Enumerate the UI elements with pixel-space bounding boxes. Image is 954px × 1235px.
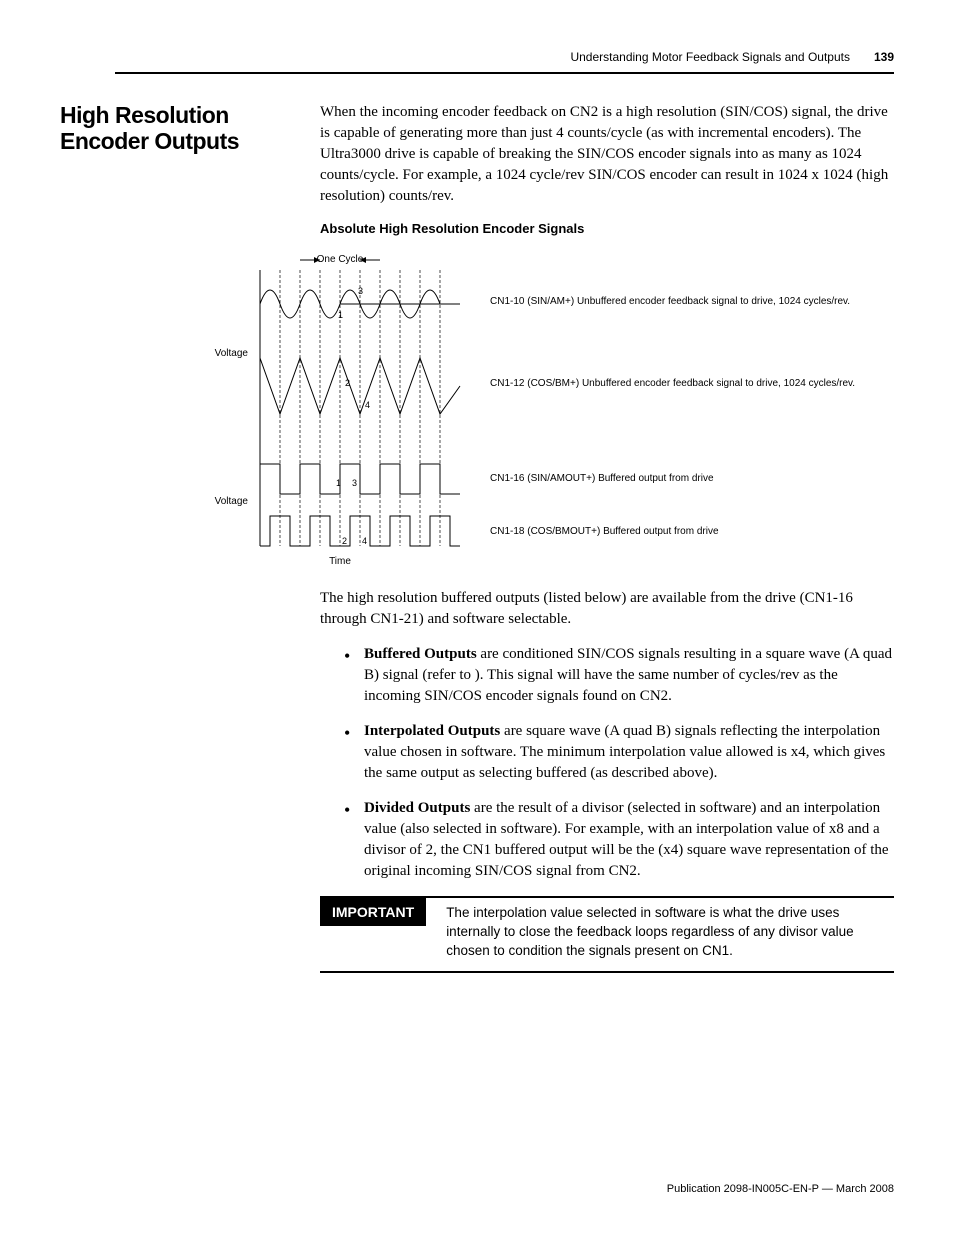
figure-caption: Absolute High Resolution Encoder Signals (320, 221, 894, 236)
mark-3b: 3 (352, 478, 357, 488)
publication-footer: Publication 2098-IN005C-EN-P — March 200… (667, 1183, 894, 1195)
bullet-buffered-lead: Buffered Outputs (364, 646, 477, 662)
page-header: Understanding Motor Feedback Signals and… (115, 50, 894, 74)
mark-1b: 1 (336, 478, 341, 488)
bullet-interpolated: Interpolated Outputs are square wave (A … (344, 721, 894, 784)
square-wave-a (260, 464, 460, 494)
important-text: The interpolation value selected in soft… (426, 898, 894, 971)
section-heading: High Resolution Encoder Outputs (60, 102, 290, 155)
signal-label-sin-out: CN1-16 (SIN/AMOUT+) Buffered output from… (490, 473, 714, 484)
mark-1: 1 (338, 310, 343, 320)
mark-4: 4 (365, 400, 370, 410)
after-figure-paragraph: The high resolution buffered outputs (li… (320, 588, 894, 630)
bullet-divided-lead: Divided Outputs (364, 800, 470, 816)
header-chapter: Understanding Motor Feedback Signals and… (570, 50, 850, 64)
mark-2: 2 (345, 378, 350, 388)
voltage-label-2: Voltage (215, 496, 249, 507)
intro-paragraph: When the incoming encoder feedback on CN… (320, 102, 894, 207)
signal-label-cos-out: CN1-18 (COS/BMOUT+) Buffered output from… (490, 526, 719, 537)
header-page-number: 139 (874, 50, 894, 64)
bullet-divided: Divided Outputs are the result of a divi… (344, 798, 894, 882)
figure-block: Absolute High Resolution Encoder Signals… (220, 221, 894, 566)
signal-label-sin-in: CN1-10 (SIN/AM+) Unbuffered encoder feed… (490, 296, 850, 307)
encoder-signals-diagram: One Cycle (190, 246, 870, 566)
bullet-buffered: Buffered Outputs are conditioned SIN/COS… (344, 644, 894, 707)
outputs-bullet-list: Buffered Outputs are conditioned SIN/COS… (320, 644, 894, 882)
important-label: IMPORTANT (320, 898, 426, 926)
one-cycle-label-1: One Cycle (317, 254, 364, 265)
mark-4b: 4 (362, 536, 367, 546)
important-callout: IMPORTANT The interpolation value select… (320, 896, 894, 973)
time-label: Time (329, 556, 351, 566)
bullet-interpolated-lead: Interpolated Outputs (364, 723, 500, 739)
signal-label-cos-in: CN1-12 (COS/BM+) Unbuffered encoder feed… (490, 378, 855, 389)
mark-2b: 2 (342, 536, 347, 546)
voltage-label-1: Voltage (215, 348, 249, 359)
mark-3: 3 (358, 286, 363, 296)
